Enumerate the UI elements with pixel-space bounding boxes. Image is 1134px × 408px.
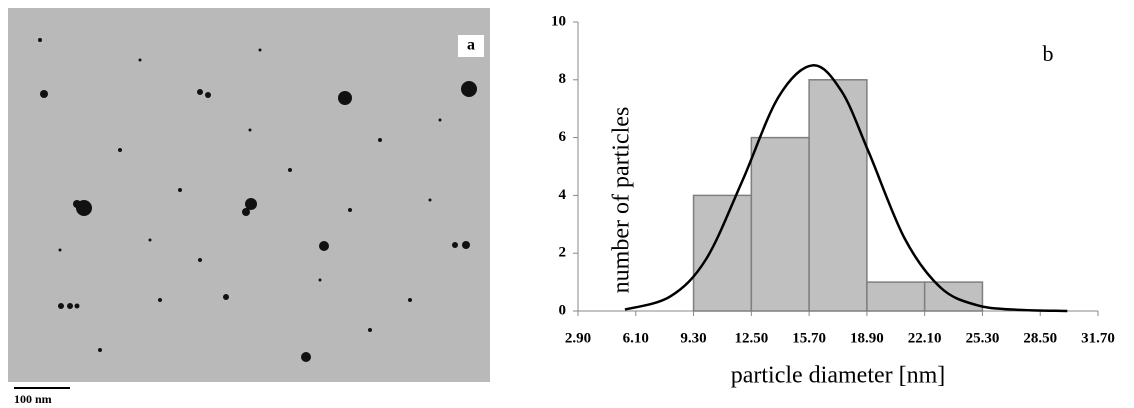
x-axis-title: particle diameter [nm] <box>731 363 946 389</box>
bar <box>866 281 926 312</box>
x-tick-label: 28.50 <box>1023 330 1057 346</box>
x-tick-label: 6.10 <box>623 330 649 346</box>
fit-curve <box>624 64 1068 313</box>
x-tick-label: 25.30 <box>966 330 1000 346</box>
y-tick-label: 6 <box>559 129 567 145</box>
scale-label: 100 nm <box>14 392 52 406</box>
x-tick-label: 31.70 <box>1081 330 1115 346</box>
particles <box>38 38 477 362</box>
bar <box>808 79 868 312</box>
x-tick-label: 18.90 <box>850 330 884 346</box>
y-tick-label: 2 <box>559 245 567 261</box>
image-background <box>8 8 490 382</box>
y-tick-label: 0 <box>559 302 567 318</box>
x-tick-label: 9.30 <box>680 330 706 346</box>
x-tick-label: 2.90 <box>565 330 591 346</box>
y-tick-label: 8 <box>559 71 567 87</box>
bar <box>750 136 810 312</box>
bar <box>692 194 753 312</box>
y-tick-label: 4 <box>559 187 567 203</box>
x-tick-label: 22.10 <box>908 330 942 346</box>
y-axis-title: number of particles <box>609 107 635 294</box>
panel-label: a <box>467 37 475 54</box>
x-tick-label: 12.50 <box>734 330 768 346</box>
tem-image: a 100 nm <box>8 8 490 406</box>
x-tick-label: 15.70 <box>792 330 826 346</box>
label-box <box>458 35 484 57</box>
panel-label: b <box>1043 41 1054 66</box>
histogram-chart: b particle diameter [nm] number of parti… <box>551 13 1115 388</box>
y-tick-label: 10 <box>551 13 566 29</box>
